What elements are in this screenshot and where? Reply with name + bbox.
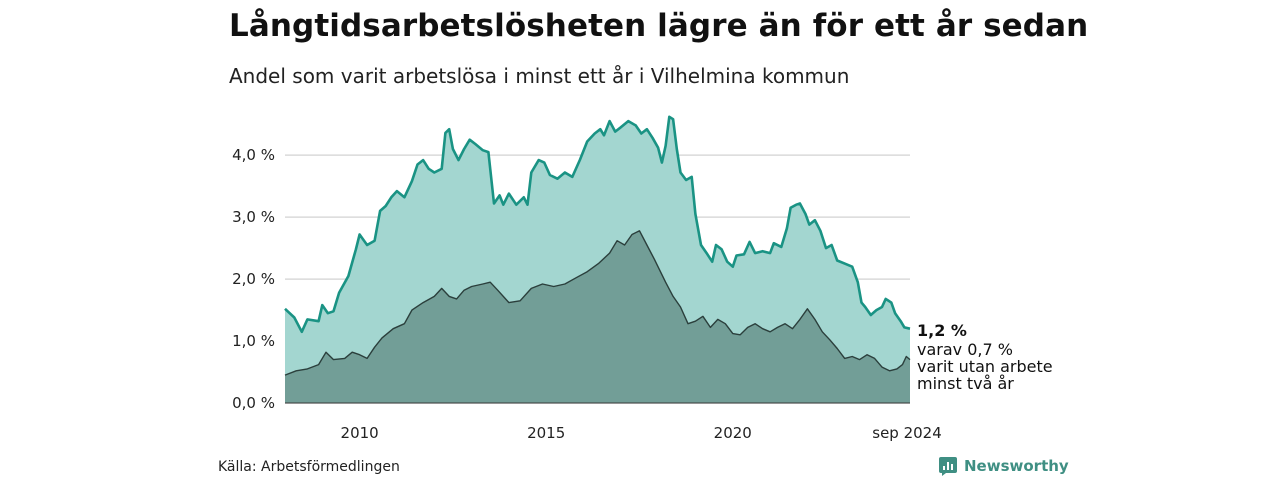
brand-logo[interactable]: Newsworthy [938,456,1069,476]
y-tick-label: 0,0 % [232,394,275,412]
end-note-line: varav 0,7 % [917,340,1013,359]
x-tick-label: 2015 [527,424,565,442]
lower-series-area [285,230,910,403]
end-note-line: varit utan arbete [917,357,1053,376]
y-tick-label: 4,0 % [232,146,275,164]
y-tick-label: 3,0 % [232,208,275,226]
source-note: Källa: Arbetsförmedlingen [218,459,400,475]
end-note-line: minst två år [917,374,1014,393]
lower-series-line [284,230,911,376]
end-value-label: 1,2 % [917,321,967,340]
brand-name: Newsworthy [964,457,1069,475]
y-tick-label: 2,0 % [232,270,275,288]
x-axis-tick-labels: 2010 2015 2020 sep 2024 [341,424,942,442]
y-axis-tick-labels: 0,0 % 1,0 % 2,0 % 3,0 % 4,0 % [232,146,275,412]
upper-series-line [284,115,911,334]
newsworthy-logo-icon [939,457,957,476]
x-tick-label: 2020 [714,424,752,442]
x-tick-label: 2010 [341,424,379,442]
chart-title: Långtidsarbetslösheten lägre än för ett … [229,8,1089,44]
y-tick-label: 1,0 % [232,332,275,350]
chart-subtitle: Andel som varit arbetslösa i minst ett å… [229,64,850,88]
x-tick-label: sep 2024 [872,424,942,442]
chart-areas [284,115,911,404]
